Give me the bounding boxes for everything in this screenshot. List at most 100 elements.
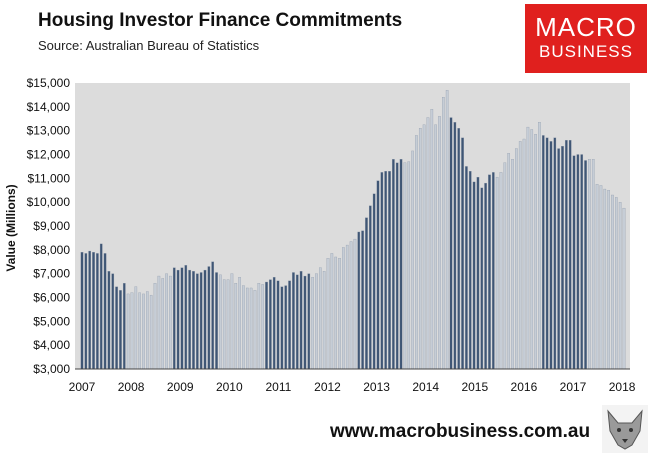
bar xyxy=(557,148,560,370)
bar xyxy=(430,109,434,370)
x-tick-label: 2011 xyxy=(265,380,291,394)
bar xyxy=(438,116,441,370)
wolf-mascot-icon xyxy=(602,405,648,453)
bar xyxy=(319,267,322,370)
bar xyxy=(315,273,318,370)
bar xyxy=(245,287,249,370)
bar xyxy=(545,137,549,370)
logo-line-2: BUSINESS xyxy=(539,42,633,61)
bar xyxy=(138,292,141,370)
bar xyxy=(434,124,437,370)
bar xyxy=(442,97,445,370)
website-url: www.macrobusiness.com.au xyxy=(330,421,591,442)
bar xyxy=(468,171,472,370)
bar xyxy=(280,286,284,370)
bar xyxy=(480,187,484,370)
bar xyxy=(122,283,126,370)
bar xyxy=(565,140,568,370)
bar xyxy=(534,134,537,370)
bar xyxy=(165,273,168,370)
bar xyxy=(591,159,595,370)
bar xyxy=(188,269,191,370)
bar xyxy=(115,286,118,370)
bar xyxy=(169,275,172,370)
bar xyxy=(226,279,230,370)
bar xyxy=(538,122,541,370)
bar xyxy=(453,122,457,370)
bar xyxy=(568,140,572,370)
bar xyxy=(99,243,103,370)
chart-title: Housing Investor Finance Commitments xyxy=(38,10,403,31)
macrobusiness-logo: MACRO BUSINESS xyxy=(525,4,647,73)
x-tick-label: 2012 xyxy=(314,380,341,394)
bar xyxy=(595,184,599,370)
bar xyxy=(172,267,176,370)
bar xyxy=(184,265,188,370)
bar xyxy=(334,256,338,370)
y-tick-label: $8,000 xyxy=(33,243,70,257)
bar xyxy=(292,272,295,370)
bar xyxy=(476,176,480,370)
x-tick-label: 2015 xyxy=(461,380,488,394)
bar xyxy=(103,253,107,370)
bar xyxy=(222,279,226,370)
y-tick-label: $12,000 xyxy=(27,148,71,162)
bar xyxy=(180,267,184,370)
y-tick-label: $9,000 xyxy=(33,219,70,233)
bar xyxy=(584,160,587,370)
bar xyxy=(311,277,314,370)
x-tick-label: 2016 xyxy=(511,380,538,394)
bar xyxy=(265,281,268,370)
bar xyxy=(119,290,122,370)
bar xyxy=(549,141,553,370)
bar xyxy=(372,193,376,370)
y-tick-label: $5,000 xyxy=(33,314,70,328)
bar xyxy=(457,128,461,370)
bar xyxy=(238,277,241,370)
x-tick-label: 2010 xyxy=(216,380,243,394)
bar xyxy=(607,190,610,370)
bar xyxy=(561,146,564,370)
bar xyxy=(92,252,95,370)
bar xyxy=(622,207,626,370)
bar xyxy=(84,253,88,370)
bar xyxy=(611,194,614,370)
bar xyxy=(418,128,422,370)
bar xyxy=(230,273,234,370)
chart-source: Source: Australian Bureau of Statistics xyxy=(38,38,260,53)
bar xyxy=(499,172,503,370)
bar xyxy=(511,159,514,370)
bar xyxy=(449,117,453,370)
y-axis: $3,000 $4,000 $5,000 $6,000 $7,000 $8,000 $9,0… xyxy=(27,76,71,376)
bar xyxy=(484,182,487,370)
y-tick-label: $13,000 xyxy=(27,124,71,138)
bar xyxy=(284,285,288,370)
x-axis: 2007 2008 2009 2010 2011 2012 2013 2014 2015 2016… xyxy=(69,368,636,394)
x-tick-label: 2014 xyxy=(412,380,439,394)
bar xyxy=(384,171,387,370)
bar xyxy=(322,271,326,370)
bar xyxy=(472,181,476,370)
bar xyxy=(157,275,161,370)
bar xyxy=(445,90,449,370)
bar xyxy=(192,271,195,370)
bar xyxy=(80,252,84,370)
bar xyxy=(488,174,491,370)
bar xyxy=(599,185,603,370)
logo-line-1: MACRO xyxy=(535,12,637,42)
bar xyxy=(326,258,330,370)
bar xyxy=(357,231,361,370)
bar xyxy=(407,161,411,370)
bar xyxy=(399,159,403,370)
bar xyxy=(342,247,345,370)
bar xyxy=(96,253,99,370)
bar xyxy=(253,290,257,370)
bar xyxy=(580,154,584,370)
y-tick-label: $15,000 xyxy=(27,76,71,90)
bar xyxy=(199,272,203,370)
bar xyxy=(276,280,280,370)
bar xyxy=(207,266,211,370)
bar xyxy=(142,293,145,370)
bar xyxy=(422,124,426,370)
bar xyxy=(307,273,311,370)
